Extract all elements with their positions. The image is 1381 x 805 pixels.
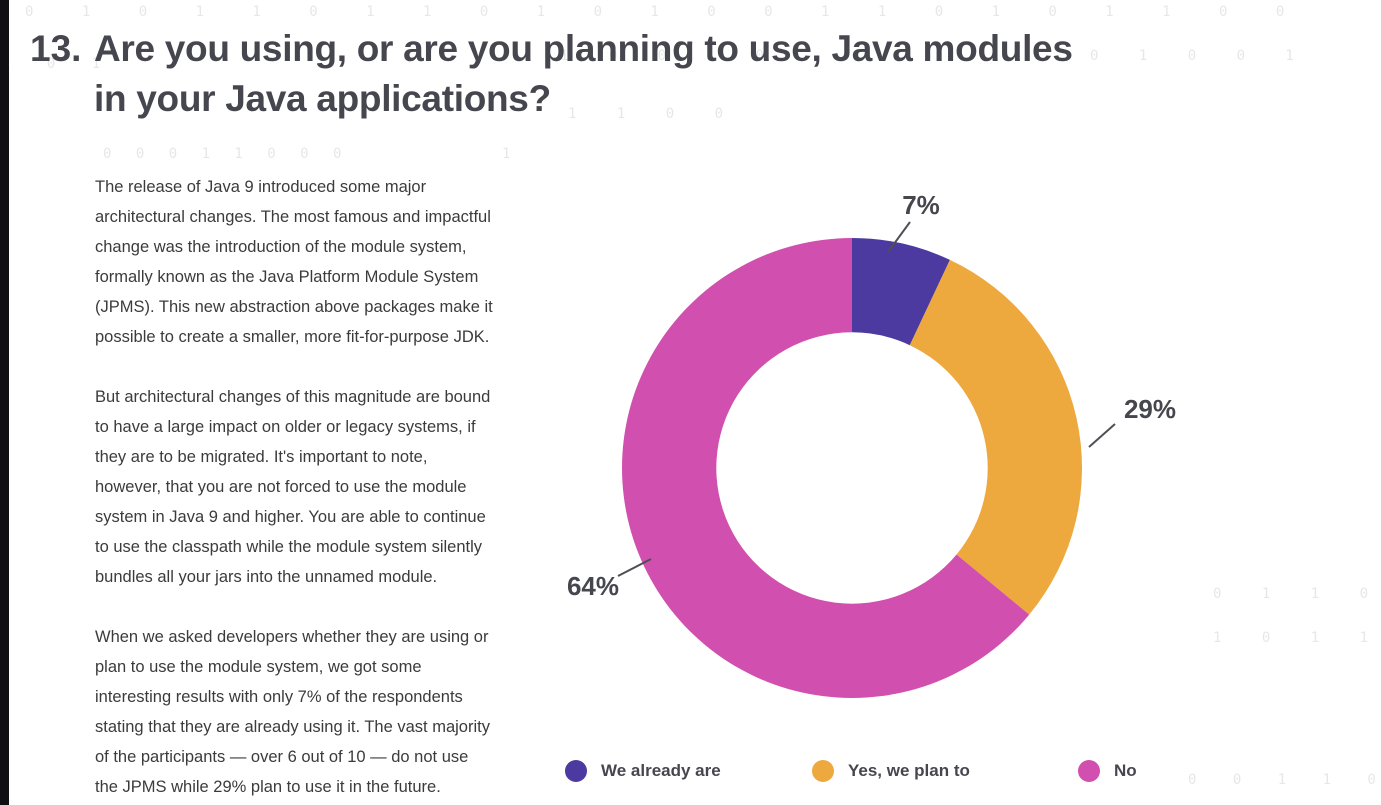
left-edge-bar [0,0,9,805]
legend-item-we-already-are: We already are [565,760,721,782]
question-number: 13. [30,28,82,69]
leader-line-no [617,558,652,577]
leader-line-we-already-are [887,221,911,253]
legend-item-no: No [1078,760,1137,782]
percent-label-we-already-are: 7% [902,190,940,220]
binary-digit-row: 0 1 0 0 1 [1090,48,1310,64]
paragraph: The release of Java 9 introduced some ma… [95,178,493,346]
binary-digit-row: 0 0 0 1 1 0 0 0 [103,146,350,162]
leader-lines [617,221,1116,577]
percent-label-no: 64% [567,571,619,601]
question-description: The release of Java 9 introduced some ma… [95,172,495,805]
legend-dot-we-already-are [565,760,587,782]
binary-digit-row: 0 1 0 1 1 0 1 1 0 1 0 1 0 0 1 1 0 1 0 1 … [25,4,1305,20]
legend-dot-no [1078,760,1100,782]
question-header: 13. Are you using, or are you planning t… [30,24,1073,124]
binary-digit-row: 0 0 1 1 0 0 [1188,772,1376,788]
donut-segments [622,238,1083,698]
legend-label: We already are [601,761,721,780]
donut-segment-yes-we-plan-to [909,259,1083,615]
binary-digit-row: 0 1 1 0 1 [1213,586,1381,602]
binary-digit-row: 1 [502,146,519,162]
legend-label: No [1114,761,1137,780]
paragraph: When we asked developers whether they ar… [95,628,490,796]
percent-label-yes-we-plan-to: 29% [1124,394,1176,424]
binary-digit-row: 1 0 0 1 0 [560,48,780,64]
binary-digit-row: 1 1 0 0 [568,106,740,122]
paragraph: But architectural changes of this magnit… [95,388,491,586]
question-title: Are you using, or are you planning to us… [94,28,1073,119]
legend-dot-yes-we-plan-to [812,760,834,782]
legend-label: Yes, we plan to [848,761,970,780]
legend-item-yes-we-plan-to: Yes, we plan to [812,760,970,782]
donut-segment-we-already-are [852,238,950,346]
binary-digit-row: 1 0 1 1 1 [1213,630,1381,646]
donut-chart: 7% 29% 64% [567,190,1176,698]
leader-line-yes-we-plan-to [1088,423,1116,448]
donut-segment-no [622,238,1030,698]
